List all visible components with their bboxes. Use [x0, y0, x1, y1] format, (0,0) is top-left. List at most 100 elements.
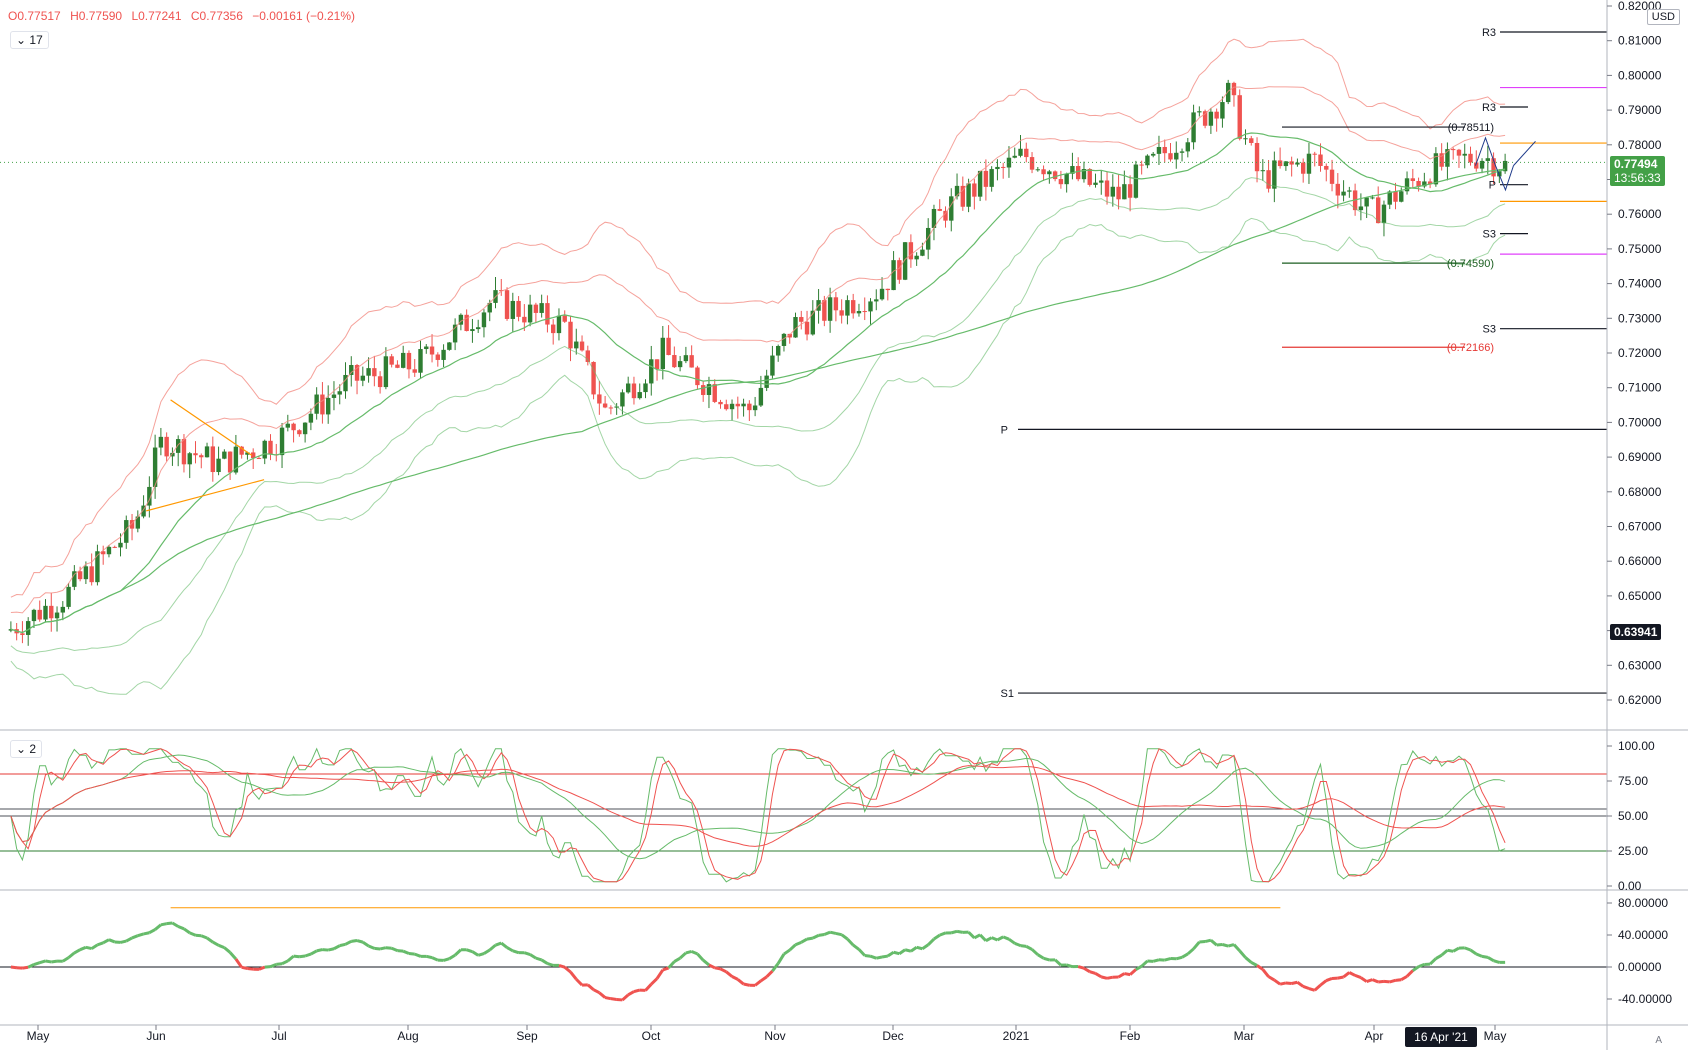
bear-candle [943, 210, 948, 221]
momentum-segment [846, 937, 855, 947]
momentum-segment [368, 944, 375, 950]
bear-candle [372, 368, 377, 377]
momentum-segment [286, 954, 295, 963]
momentum-segment [708, 963, 716, 970]
price-tick-label: 0.71000 [1618, 381, 1662, 395]
momentum-pane[interactable] [0, 907, 1607, 1002]
momentum-segment [1192, 941, 1201, 950]
bull-candle [556, 315, 562, 334]
momentum-segment [823, 930, 831, 936]
momentum-segment [1031, 948, 1039, 956]
bear-candle [799, 317, 804, 322]
high-value: H0.77590 [70, 9, 123, 23]
bear-candle [1254, 142, 1260, 172]
momentum-segment [1250, 961, 1258, 967]
stochastic-pane[interactable] [0, 747, 1607, 883]
bull-candle [72, 571, 77, 587]
bull-candle [1133, 164, 1139, 198]
bull-candle [216, 458, 221, 473]
bear-candle [579, 341, 585, 351]
bull-candle [60, 606, 66, 613]
auto-scale-button[interactable]: A [1655, 1035, 1662, 1046]
bull-candle [539, 303, 544, 313]
momentum-segment [143, 931, 150, 936]
bull-candle [1110, 186, 1116, 197]
bear-candle [1335, 183, 1341, 196]
momentum-segment [1186, 947, 1195, 956]
bull-candle [245, 452, 250, 455]
bull-candle [1081, 168, 1087, 180]
bull-candle [874, 299, 879, 302]
momentum-segment [1209, 939, 1218, 947]
chevron-down-icon: ⌄ [16, 742, 27, 756]
bull-candle [989, 169, 994, 187]
bear-candle [602, 403, 608, 408]
momentum-segment [1337, 975, 1344, 980]
momentum-segment [1342, 971, 1351, 979]
momentum-segment [327, 947, 335, 952]
stoch-toggle[interactable]: ⌄ 2 [10, 740, 43, 758]
bear-candle [885, 288, 891, 291]
momentum-segment [344, 940, 352, 946]
momentum-segment [293, 954, 300, 959]
momentum-segment [1452, 946, 1460, 953]
price-pane[interactable]: R3 R3 P S3 S3 P S1 (0.78511) (0.74590) (0.72166) [0, 27, 1607, 700]
momentum-segment [760, 975, 768, 983]
level-label: R3 [1482, 27, 1496, 39]
bull-candle [729, 403, 735, 410]
bull-candle [643, 383, 648, 393]
momentum-segment [1313, 984, 1322, 992]
currency-badge[interactable]: USD [1646, 9, 1680, 25]
momentum-segment [1204, 938, 1212, 943]
level-label: (0.72166) [1447, 342, 1494, 354]
momentum-segment [234, 958, 243, 969]
momentum-segment [1014, 941, 1022, 948]
bull-candle [770, 355, 775, 376]
bear-candle [1329, 169, 1335, 184]
momentum-segment [304, 952, 312, 958]
momentum-segment [691, 950, 699, 956]
momentum-segment [160, 922, 167, 927]
momentum-segment [258, 965, 266, 971]
momentum-segment [535, 956, 543, 962]
time-tick-label: Aug [397, 1029, 418, 1043]
momentum-segment [1447, 948, 1454, 953]
price-tick-label: 0.69000 [1618, 450, 1662, 464]
momentum-segment [183, 927, 191, 935]
bear-candle [1029, 157, 1035, 170]
momentum-segment [79, 945, 87, 952]
price-tick-label: 0.70000 [1618, 415, 1662, 429]
bull-candle [308, 413, 314, 423]
momentum-segment [812, 934, 820, 940]
momentum-segment [1354, 974, 1362, 979]
bull-candle [452, 324, 458, 343]
price-tick-label: 0.76000 [1618, 207, 1662, 221]
mom-tick-label: 0.00000 [1618, 960, 1662, 974]
momentum-segment [1216, 943, 1223, 947]
momentum-segment [633, 988, 641, 994]
bull-candle [1225, 82, 1231, 103]
indicator-toggle[interactable]: ⌄ 17 [10, 31, 49, 49]
momentum-segment [316, 948, 323, 953]
bear-candle [1202, 111, 1208, 126]
momentum-segment [1389, 978, 1396, 984]
momentum-segment [818, 932, 825, 937]
level-label: S3 [1483, 229, 1496, 241]
bull-candle [891, 260, 896, 291]
momentum-segment [719, 967, 727, 974]
momentum-segment [673, 956, 681, 963]
bear-candle [747, 403, 752, 411]
bull-candle [827, 297, 833, 321]
bull-candle [54, 612, 60, 619]
momentum-segment [956, 929, 964, 934]
bull-candle [781, 333, 787, 346]
momentum-segment [1083, 966, 1091, 974]
momentum-segment [783, 948, 791, 956]
stoch-count: 2 [29, 742, 37, 756]
bear-candle [268, 440, 273, 455]
momentum-segment [310, 949, 318, 956]
bull-candle [325, 397, 331, 415]
momentum-segment [1124, 972, 1131, 977]
momentum-segment [776, 953, 786, 965]
